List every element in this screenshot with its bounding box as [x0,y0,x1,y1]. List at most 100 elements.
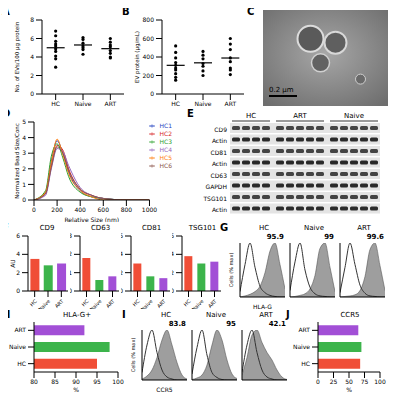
svg-text:Normalized Bead Size/Conc: Normalized Bead Size/Conc [14,123,20,199]
svg-text:2: 2 [172,269,174,276]
svg-text:Cells (% max): Cells (% max) [228,253,234,288]
svg-text:Actin: Actin [212,160,227,167]
svg-text:2: 2 [121,269,123,276]
svg-text:CD9: CD9 [214,126,227,133]
svg-text:6: 6 [16,233,20,239]
svg-text:ART: ART [105,100,117,107]
html-text:G: G [220,222,229,233]
svg-text:0: 0 [70,287,72,294]
svg-text:0: 0 [316,378,320,385]
svg-text:Actin: Actin [212,206,227,213]
svg-text:95: 95 [93,378,101,385]
svg-text:%: % [346,386,352,392]
svg-text:5: 5 [22,118,26,125]
svg-text:0: 0 [172,287,174,294]
svg-text:Naive: Naive [74,100,91,107]
svg-text:25: 25 [330,378,338,385]
svg-text:GAPDH: GAPDH [205,183,227,190]
svg-text:Naive: Naive [344,112,364,120]
svg-text:4: 4 [16,250,20,257]
svg-text:Actin: Actin [212,137,227,144]
svg-text:Naive: Naive [88,298,102,309]
svg-text:HC: HC [246,112,256,120]
svg-text:0: 0 [32,206,36,213]
svg-text:2: 2 [16,269,20,276]
svg-text:800: 800 [121,206,133,213]
svg-text:HC: HC [131,298,141,308]
html-text:CD9: CD9 [39,224,55,232]
svg-text:600: 600 [98,206,110,213]
svg-text:ART: ART [207,297,219,309]
svg-text:4: 4 [22,134,26,141]
svg-text:2: 2 [22,165,26,172]
svg-text:HC: HC [80,298,90,308]
svg-text:HLA-G: HLA-G [253,303,272,309]
svg-text:100: 100 [112,378,124,385]
svg-text:2: 2 [70,250,72,257]
svg-text:4: 4 [30,53,34,60]
svg-text:3: 3 [70,233,72,239]
svg-text:EV protein (µg/mL): EV protein (µg/mL) [134,31,141,83]
svg-text:0: 0 [30,90,34,97]
svg-text:ART: ART [14,326,26,333]
svg-text:800: 800 [143,16,155,23]
svg-text:1: 1 [70,269,72,276]
svg-text:TSG101: TSG101 [202,195,227,202]
svg-text:ART: ART [225,100,237,107]
html-text:CD63: CD63 [90,224,111,232]
svg-text:50: 50 [345,378,353,385]
svg-text:200: 200 [143,72,155,79]
svg-text:Naive: Naive [139,298,153,309]
svg-text:8: 8 [30,16,34,23]
svg-text:1: 1 [22,181,26,188]
svg-text:0: 0 [16,287,20,294]
svg-text:6: 6 [172,233,174,239]
svg-text:0: 0 [22,196,26,203]
svg-text:%: % [73,386,79,392]
svg-text:HC: HC [182,298,192,308]
svg-text:100: 100 [374,378,386,385]
svg-text:2: 2 [30,72,34,79]
svg-text:400: 400 [143,53,155,60]
svg-text:ART: ART [293,112,307,120]
svg-text:CD63: CD63 [211,172,228,179]
svg-text:ART: ART [298,326,310,333]
svg-text:Naive: Naive [37,298,51,309]
svg-text:Relative Size (nm): Relative Size (nm) [64,216,119,222]
svg-text:Naive: Naive [190,298,204,309]
svg-text:6: 6 [30,35,34,42]
svg-text:HC: HC [29,298,39,308]
html-text:D: D [2,108,11,119]
svg-text:Naive: Naive [9,343,26,350]
svg-text:0.2 µm: 0.2 µm [269,86,294,94]
svg-text:75: 75 [361,378,369,385]
svg-text:No. of EVs/100 µg protein: No. of EVs/100 µg protein [14,21,21,92]
svg-text:6: 6 [121,233,123,239]
svg-text:HC: HC [171,100,180,107]
svg-text:HC: HC [301,360,310,367]
svg-text:HC: HC [51,100,60,107]
svg-text:0: 0 [150,90,154,97]
svg-text:90: 90 [72,378,80,385]
svg-text:3: 3 [22,149,26,156]
svg-text:1000: 1000 [142,206,157,213]
svg-text:200: 200 [51,206,63,213]
svg-text:AU: AU [9,259,16,268]
svg-text:CCR5: CCR5 [156,386,173,392]
svg-text:400: 400 [74,206,86,213]
svg-text:ART: ART [105,297,117,309]
svg-text:ART: ART [54,297,66,309]
html-text:H: H [2,309,11,320]
svg-text:ART: ART [156,297,168,309]
svg-text:600: 600 [143,35,155,42]
svg-text:Naive: Naive [194,100,211,107]
svg-text:85: 85 [51,378,59,385]
svg-text:CD81: CD81 [211,149,228,156]
svg-text:Naive: Naive [293,343,310,350]
svg-text:Cells (% max): Cells (% max) [130,338,136,373]
svg-text:4: 4 [121,250,123,257]
svg-text:4: 4 [172,250,174,257]
svg-text:80: 80 [30,378,38,385]
svg-text:0: 0 [121,287,123,294]
svg-text:HC: HC [17,360,26,367]
